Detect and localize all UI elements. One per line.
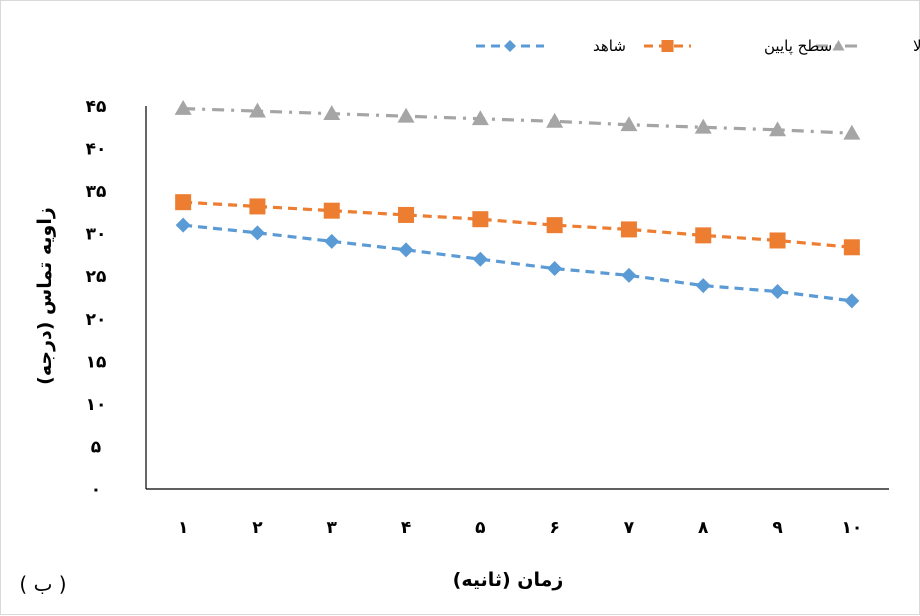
x-axis-title: زمان (ثانیه) [453, 569, 564, 591]
x-tick-label: ۸ [698, 518, 709, 538]
y-tick-label: ۵ [91, 437, 101, 457]
data-point [398, 206, 415, 223]
legend-label: سطح پایین [764, 37, 832, 56]
y-tick-label: ۴۰ [86, 140, 107, 160]
legend-label: سطح بالا [913, 37, 920, 55]
x-tick-label: ۵ [475, 518, 485, 538]
x-tick-label: ۶ [549, 518, 559, 538]
series-2 [175, 194, 860, 256]
data-point [770, 284, 786, 300]
x-tick-label: ۲ [252, 518, 263, 538]
legend-item: شاهد [476, 37, 626, 55]
data-point [844, 293, 860, 309]
y-axis-title: زاویه تماس (درجه) [34, 207, 56, 385]
data-point [620, 221, 637, 238]
data-point [769, 121, 787, 137]
data-point [323, 202, 340, 219]
y-tick-label: ۳۵ [86, 182, 107, 202]
x-axis-ticks: ۱ ۲ ۳ ۴ ۵ ۶ ۷ ۸ ۹ ۱۰ [178, 518, 862, 538]
axes [145, 106, 889, 490]
series-line [182, 223, 853, 303]
series-line [183, 106, 852, 135]
data-point [174, 100, 192, 115]
data-point [694, 118, 712, 134]
x-tick-label: ۳ [327, 518, 338, 538]
series-group [174, 100, 861, 309]
x-tick-label: ۱ [178, 518, 188, 538]
panel-label: ( ب ) [19, 572, 66, 596]
data-point [471, 110, 489, 126]
x-tick-label: ۹ [772, 518, 783, 538]
legend-marker [832, 40, 845, 51]
legend-marker [661, 40, 674, 52]
legend-marker [504, 40, 516, 52]
x-tick-label: ۴ [401, 518, 411, 538]
data-point [175, 194, 192, 211]
data-point [398, 242, 414, 258]
y-tick-label: ۰ [91, 480, 101, 500]
y-tick-label: ۴۵ [86, 97, 107, 117]
y-tick-label: ۳۰ [86, 225, 107, 245]
legend-label: شاهد [593, 37, 626, 55]
data-point [547, 261, 563, 277]
series-1 [174, 100, 861, 140]
data-point [248, 102, 266, 118]
data-point [472, 211, 489, 228]
data-point [843, 239, 860, 256]
series-line [183, 200, 852, 249]
y-tick-label: ۲۵ [86, 267, 107, 287]
data-point [397, 107, 415, 123]
y-axis-ticks: ۰ ۵ ۱۰ ۱۵ ۲۰ ۲۵ ۳۰ ۳۵ ۴۰ ۴۵ [86, 97, 107, 500]
x-tick-label: ۱۰ [841, 518, 862, 538]
series-3 [175, 217, 860, 309]
data-point [621, 267, 637, 283]
data-point [546, 217, 563, 234]
data-point [323, 105, 341, 121]
data-point [472, 251, 488, 267]
legend-item: سطح پایین [644, 37, 832, 56]
data-point [249, 198, 266, 215]
data-point [695, 227, 712, 244]
legend-item: سطح بالا [816, 37, 920, 55]
y-tick-label: ۱۰ [86, 395, 107, 415]
data-point [324, 233, 340, 249]
data-point [620, 116, 638, 132]
data-point [175, 217, 191, 233]
x-tick-label: ۷ [624, 518, 635, 538]
data-point [249, 225, 265, 241]
y-tick-label: ۱۵ [86, 352, 107, 372]
data-point [769, 232, 786, 249]
data-point [695, 278, 711, 294]
y-tick-label: ۲۰ [86, 310, 107, 330]
data-point [546, 112, 564, 128]
data-point [843, 124, 861, 140]
legend: سطح بالا سطح پایین شاهد [476, 37, 920, 56]
